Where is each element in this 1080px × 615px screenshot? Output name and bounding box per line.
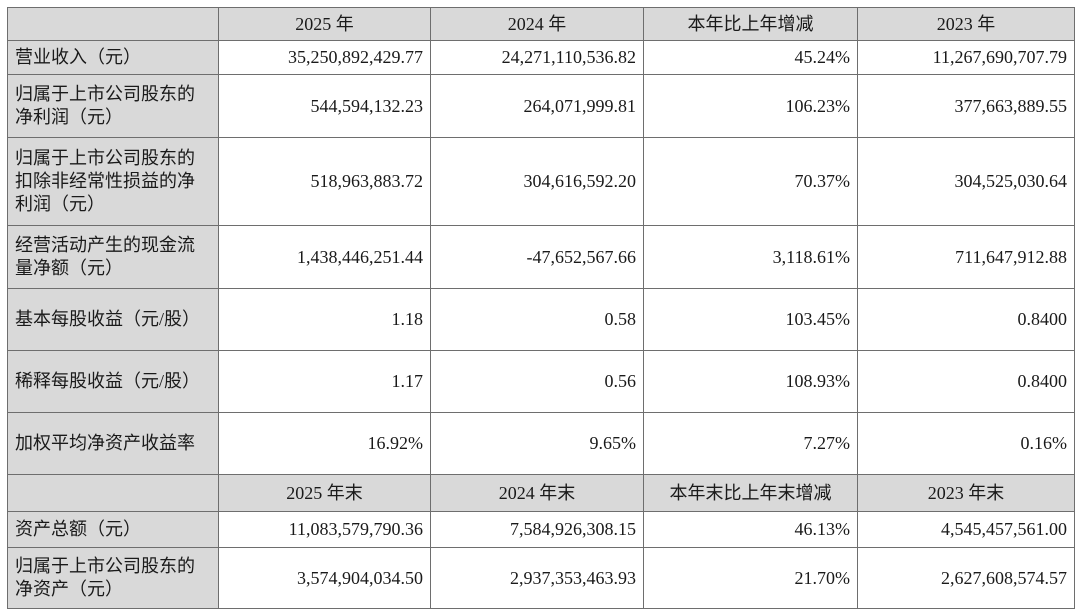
value-cell: 3,574,904,034.50 bbox=[218, 547, 431, 609]
value-cell: 46.13% bbox=[643, 511, 858, 548]
row-label: 基本每股收益（元/股） bbox=[7, 288, 219, 351]
header-row-year-end: 2025 年末 2024 年末 本年末比上年末增减 2023 年末 bbox=[7, 474, 1075, 512]
value-cell: 0.16% bbox=[857, 412, 1075, 475]
header-year-2023: 2023 年 bbox=[857, 7, 1075, 41]
header-year-end-2024: 2024 年末 bbox=[430, 474, 644, 512]
header-year-end-2023: 2023 年末 bbox=[857, 474, 1075, 512]
header-year-end-change: 本年末比上年末增减 bbox=[643, 474, 858, 512]
value-cell: 304,616,592.20 bbox=[430, 137, 644, 226]
table-row: 归属于上市公司股东的净资产（元） 3,574,904,034.50 2,937,… bbox=[7, 547, 1075, 609]
table-row: 资产总额（元） 11,083,579,790.36 7,584,926,308.… bbox=[7, 511, 1075, 548]
value-cell: 1,438,446,251.44 bbox=[218, 225, 431, 289]
value-cell: 21.70% bbox=[643, 547, 858, 609]
table-row: 基本每股收益（元/股） 1.18 0.58 103.45% 0.8400 bbox=[7, 288, 1075, 351]
header-yoy-change: 本年比上年增减 bbox=[643, 7, 858, 41]
value-cell: 3,118.61% bbox=[643, 225, 858, 289]
header-corner-cell bbox=[7, 7, 219, 41]
header-corner-cell bbox=[7, 474, 219, 512]
value-cell: 377,663,889.55 bbox=[857, 74, 1075, 138]
value-cell: 518,963,883.72 bbox=[218, 137, 431, 226]
value-cell: 7,584,926,308.15 bbox=[430, 511, 644, 548]
value-cell: 11,083,579,790.36 bbox=[218, 511, 431, 548]
value-cell: 711,647,912.88 bbox=[857, 225, 1075, 289]
value-cell: 45.24% bbox=[643, 40, 858, 75]
value-cell: 1.17 bbox=[218, 350, 431, 413]
value-cell: 24,271,110,536.82 bbox=[430, 40, 644, 75]
row-label: 归属于上市公司股东的净利润（元） bbox=[7, 74, 219, 138]
value-cell: 2,937,353,463.93 bbox=[430, 547, 644, 609]
value-cell: 264,071,999.81 bbox=[430, 74, 644, 138]
table-row: 经营活动产生的现金流量净额（元） 1,438,446,251.44 -47,65… bbox=[7, 225, 1075, 289]
value-cell: 108.93% bbox=[643, 350, 858, 413]
financial-summary-table: 2025 年 2024 年 本年比上年增减 2023 年 营业收入（元） 35,… bbox=[7, 7, 1075, 609]
value-cell: 4,545,457,561.00 bbox=[857, 511, 1075, 548]
value-cell: 35,250,892,429.77 bbox=[218, 40, 431, 75]
value-cell: 304,525,030.64 bbox=[857, 137, 1075, 226]
header-year-end-2025: 2025 年末 bbox=[218, 474, 431, 512]
row-label: 经营活动产生的现金流量净额（元） bbox=[7, 225, 219, 289]
value-cell: 0.56 bbox=[430, 350, 644, 413]
value-cell: -47,652,567.66 bbox=[430, 225, 644, 289]
value-cell: 70.37% bbox=[643, 137, 858, 226]
table-row: 归属于上市公司股东的扣除非经常性损益的净利润（元） 518,963,883.72… bbox=[7, 137, 1075, 226]
value-cell: 11,267,690,707.79 bbox=[857, 40, 1075, 75]
value-cell: 0.8400 bbox=[857, 288, 1075, 351]
value-cell: 9.65% bbox=[430, 412, 644, 475]
table-row: 归属于上市公司股东的净利润（元） 544,594,132.23 264,071,… bbox=[7, 74, 1075, 138]
header-row-annual: 2025 年 2024 年 本年比上年增减 2023 年 bbox=[7, 7, 1075, 41]
row-label: 营业收入（元） bbox=[7, 40, 219, 75]
header-year-2025: 2025 年 bbox=[218, 7, 431, 41]
value-cell: 103.45% bbox=[643, 288, 858, 351]
value-cell: 544,594,132.23 bbox=[218, 74, 431, 138]
row-label: 稀释每股收益（元/股） bbox=[7, 350, 219, 413]
value-cell: 1.18 bbox=[218, 288, 431, 351]
value-cell: 16.92% bbox=[218, 412, 431, 475]
row-label: 归属于上市公司股东的扣除非经常性损益的净利润（元） bbox=[7, 137, 219, 226]
row-label: 加权平均净资产收益率 bbox=[7, 412, 219, 475]
value-cell: 2,627,608,574.57 bbox=[857, 547, 1075, 609]
table-row: 加权平均净资产收益率 16.92% 9.65% 7.27% 0.16% bbox=[7, 412, 1075, 475]
table-row: 稀释每股收益（元/股） 1.17 0.56 108.93% 0.8400 bbox=[7, 350, 1075, 413]
value-cell: 106.23% bbox=[643, 74, 858, 138]
row-label: 资产总额（元） bbox=[7, 511, 219, 548]
value-cell: 0.8400 bbox=[857, 350, 1075, 413]
table-row: 营业收入（元） 35,250,892,429.77 24,271,110,536… bbox=[7, 40, 1075, 75]
header-year-2024: 2024 年 bbox=[430, 7, 644, 41]
value-cell: 7.27% bbox=[643, 412, 858, 475]
row-label: 归属于上市公司股东的净资产（元） bbox=[7, 547, 219, 609]
value-cell: 0.58 bbox=[430, 288, 644, 351]
